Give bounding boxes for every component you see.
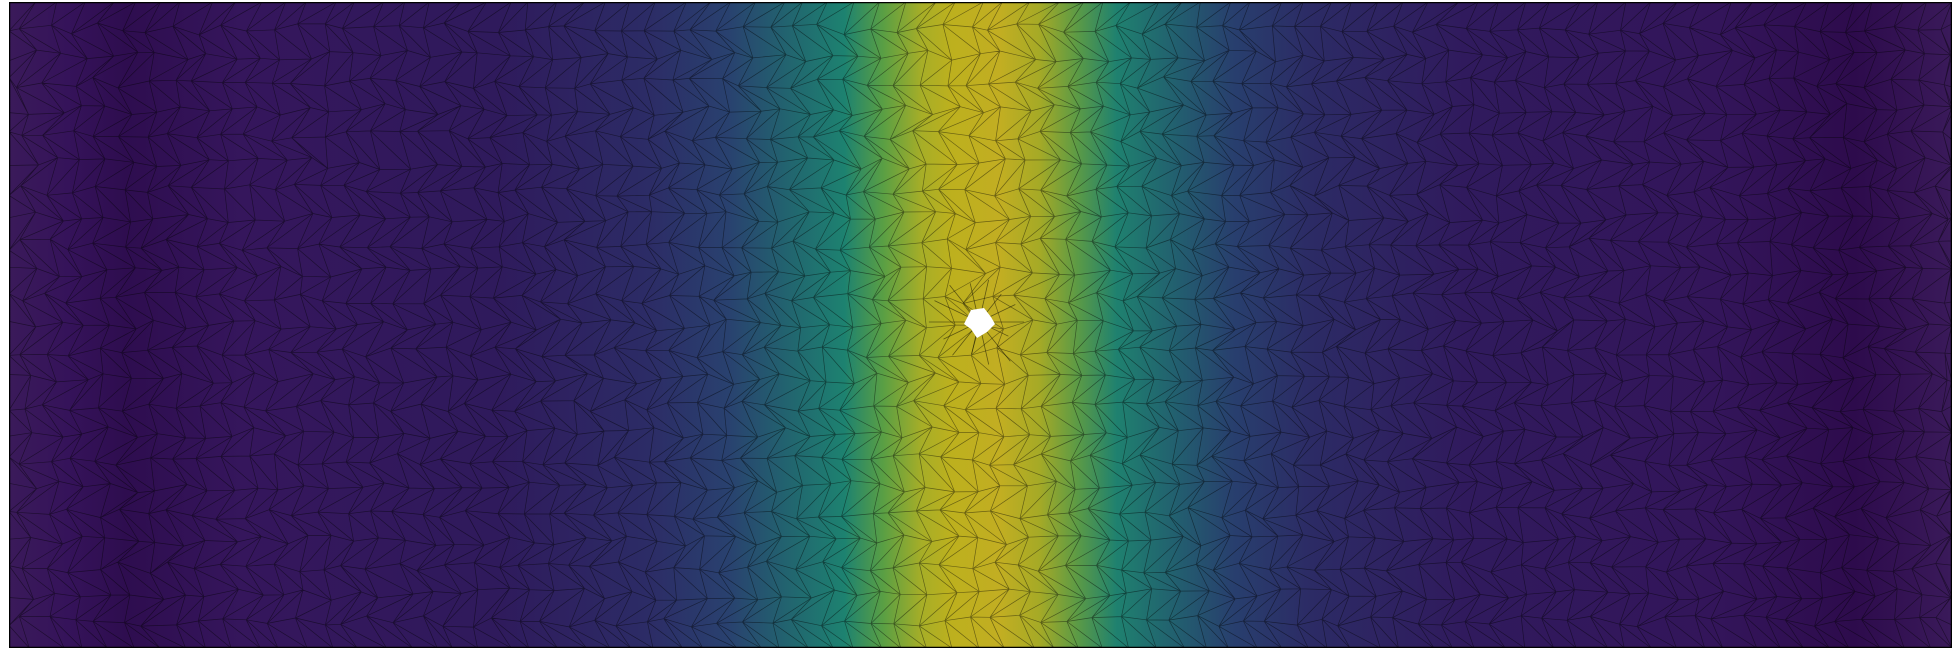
mesh-edges (9, 2, 1952, 648)
mesh-edge-path (9, 2, 1952, 648)
mesh-field-svg (9, 2, 1952, 648)
mesh-plot-area (9, 2, 1952, 648)
mesh-hole-refinement (928, 279, 1024, 365)
mesh-hole (964, 308, 995, 338)
